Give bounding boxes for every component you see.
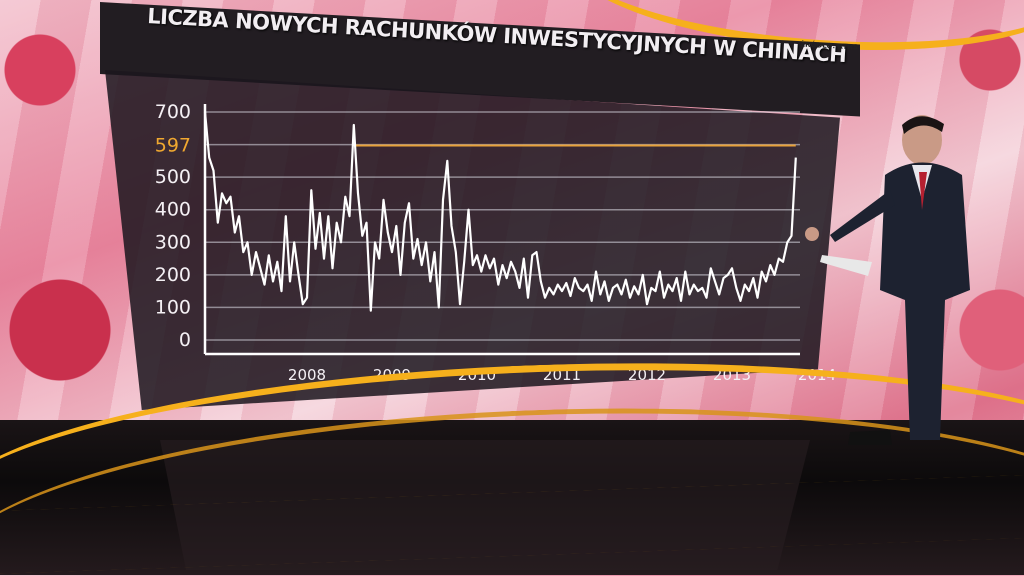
x-tick-label: 2009 (373, 366, 411, 384)
reference-line-label: 597 (155, 135, 191, 157)
presenter-hand (805, 227, 819, 241)
x-tick-label: 2014 (798, 366, 836, 384)
x-tick-label: 2013 (713, 366, 751, 384)
y-tick-label: 500 (155, 166, 191, 188)
y-tick-label: 300 (155, 231, 191, 253)
y-tick-label: 0 (179, 329, 191, 351)
x-tick-label: 2011 (543, 366, 581, 384)
presenter-notes (820, 255, 872, 276)
presenter-arm (830, 190, 895, 242)
y-tick-label: 400 (155, 199, 191, 221)
y-tick-label: 100 (155, 296, 191, 318)
presenter-hair (902, 116, 944, 134)
x-tick-label: 2008 (288, 366, 326, 384)
presenter-suit (880, 162, 970, 440)
y-tick-label: 700 (155, 101, 191, 123)
presenter-tie (919, 172, 927, 210)
y-tick-label: 200 (155, 264, 191, 286)
presenter-shoes (848, 430, 892, 445)
series-line (203, 111, 797, 312)
x-tick-label: 2010 (458, 366, 496, 384)
floor-reflection (160, 440, 810, 570)
x-tick-label: 2012 (628, 366, 666, 384)
